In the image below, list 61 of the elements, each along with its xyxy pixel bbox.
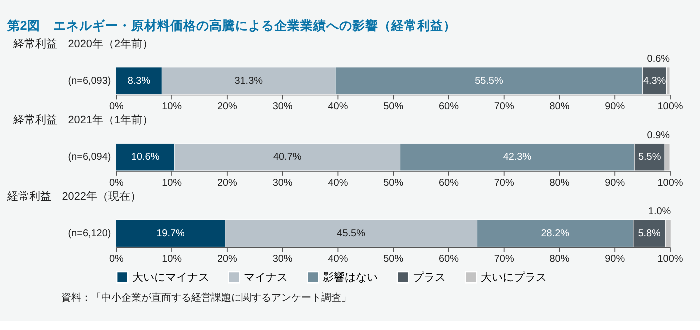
- data-label: 1.0%: [648, 206, 672, 218]
- data-label: 40.7%: [273, 152, 302, 164]
- x-tick-label: 30%: [272, 178, 293, 189]
- x-tick-label: 20%: [217, 102, 238, 113]
- x-tick-label: 90%: [605, 102, 626, 113]
- x-tick-label: 50%: [384, 254, 404, 266]
- data-label: 0.9%: [647, 130, 670, 142]
- data-label: 5.8%: [638, 228, 662, 240]
- y-tick-label: (n=6,093): [68, 76, 112, 87]
- x-tick-label: 80%: [550, 254, 570, 266]
- x-tick-label: 50%: [384, 178, 404, 189]
- legend-label: 大いにプラス: [481, 271, 548, 284]
- x-tick-label: 50%: [384, 102, 404, 113]
- x-tick-label: 40%: [328, 254, 348, 266]
- x-tick-label: 30%: [272, 254, 293, 266]
- x-tick-label: 80%: [550, 102, 570, 113]
- data-label: 31.3%: [234, 76, 264, 87]
- data-label: 19.7%: [156, 228, 186, 240]
- x-tick-label: 40%: [328, 102, 348, 113]
- x-tick-label: 80%: [550, 178, 570, 189]
- legend-label: 影響はない: [323, 271, 378, 284]
- data-label: 28.2%: [541, 228, 570, 240]
- x-tick-label: 10%: [162, 102, 182, 113]
- data-label: 4.3%: [643, 76, 666, 87]
- x-tick-label: 60%: [438, 178, 460, 189]
- y-tick-label: (n=6,094): [68, 152, 112, 164]
- x-tick-label: 100%: [658, 102, 684, 113]
- x-tick-label: 60%: [438, 102, 460, 113]
- x-tick-label: 30%: [272, 102, 293, 113]
- x-tick-label: 10%: [162, 178, 182, 189]
- chart-title: 第2図 エネルギー・原材料価格の高騰による企業業績への影響（経常利益）: [6, 18, 456, 34]
- data-label: 8.3%: [128, 76, 151, 87]
- x-tick-label: 90%: [605, 254, 626, 266]
- data-label: 5.5%: [638, 152, 662, 164]
- data-label: 0.6%: [647, 54, 670, 65]
- chart-subtitle: 経常利益 2020年（2年前）: [12, 37, 154, 50]
- x-tick-label: 90%: [605, 178, 626, 189]
- x-tick-label: 0%: [109, 178, 124, 189]
- x-tick-label: 40%: [328, 178, 348, 189]
- x-tick-label: 20%: [217, 254, 238, 266]
- x-tick-label: 0%: [109, 102, 124, 113]
- x-tick-label: 70%: [494, 178, 514, 189]
- data-label: 45.5%: [337, 228, 366, 240]
- data-label: 10.6%: [131, 152, 160, 164]
- legend-label: マイナス: [244, 272, 288, 284]
- x-tick-label: 60%: [438, 254, 460, 266]
- chart-subtitle: 経常利益 2021年（1年前）: [12, 114, 154, 127]
- x-tick-label: 70%: [494, 102, 514, 113]
- text: 資料：「中小企業が直面する経営課題に関するアンケート調査」: [62, 292, 352, 304]
- data-label: 42.3%: [503, 152, 532, 164]
- data-label: 55.5%: [475, 76, 504, 87]
- x-tick-label: 20%: [217, 178, 238, 189]
- x-tick-label: 10%: [162, 254, 182, 266]
- x-tick-label: 0%: [109, 254, 124, 266]
- y-tick-label: (n=6,120): [68, 228, 112, 240]
- x-tick-label: 100%: [658, 178, 684, 189]
- chart-subtitle: 経常利益 2022年（現在）: [6, 190, 142, 203]
- legend-label: 大いにマイナス: [132, 271, 210, 284]
- legend-label: プラス: [413, 271, 446, 284]
- x-tick-label: 100%: [658, 254, 684, 266]
- x-tick-label: 70%: [494, 254, 514, 266]
